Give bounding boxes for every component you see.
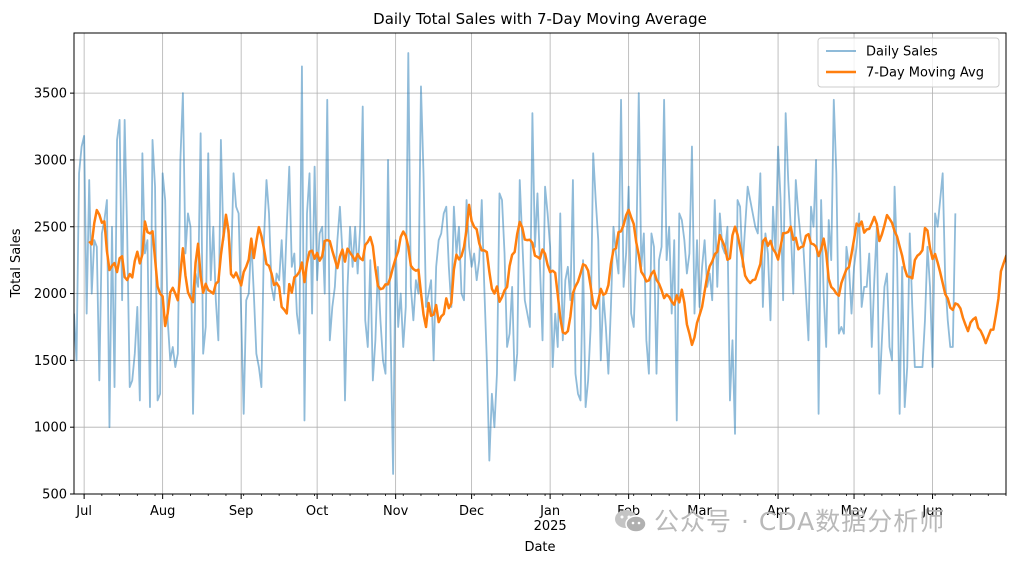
- y-axis-label: Total Sales: [9, 228, 24, 298]
- daily-sales-line: [74, 52, 957, 475]
- x-tick-label: Nov: [383, 504, 409, 519]
- moving-average-line: [88, 203, 1006, 347]
- x-tick-label: Oct: [306, 504, 328, 519]
- x-tick-label: Aug: [150, 504, 175, 519]
- y-tick-label: 1500: [34, 354, 67, 369]
- watermark-text: 公众号 · CDA数据分析师: [654, 507, 946, 536]
- y-tick-label: 3000: [34, 153, 67, 168]
- x-tick-label: Jan: [539, 504, 560, 519]
- wechat-icon: [615, 510, 647, 533]
- legend-label-daily-sales: Daily Sales: [866, 45, 938, 60]
- watermark: 公众号 · CDA数据分析师: [614, 502, 945, 538]
- y-tick-label: 2000: [34, 287, 67, 302]
- x-tick-label: Dec: [459, 504, 484, 519]
- x-tick-label: May: [841, 504, 868, 519]
- x-tick-year-label: 2025: [534, 519, 567, 534]
- x-tick-label: Sep: [229, 504, 254, 519]
- chart-title: Daily Total Sales with 7-Day Moving Aver…: [373, 10, 707, 28]
- legend-label-moving-avg: 7-Day Moving Avg: [866, 66, 984, 81]
- x-tick-label: Jul: [75, 504, 92, 519]
- x-tick-label: Mar: [687, 504, 712, 519]
- plot-frame: [73, 32, 1007, 495]
- x-tick-label: Jun: [921, 504, 942, 519]
- legend: Daily Sales 7-Day Moving Avg: [817, 37, 1000, 88]
- y-axis: 500 1000 1500 2000 2500 3000 3500: [34, 87, 74, 503]
- legend-box: [817, 37, 1000, 88]
- y-tick-label: 2500: [34, 220, 67, 235]
- y-tick-label: 3500: [34, 87, 67, 102]
- y-tick-label: 500: [42, 488, 67, 503]
- x-tick-label: Apr: [767, 504, 790, 519]
- y-tick-label: 1000: [34, 421, 67, 436]
- x-axis-label: Date: [524, 540, 555, 555]
